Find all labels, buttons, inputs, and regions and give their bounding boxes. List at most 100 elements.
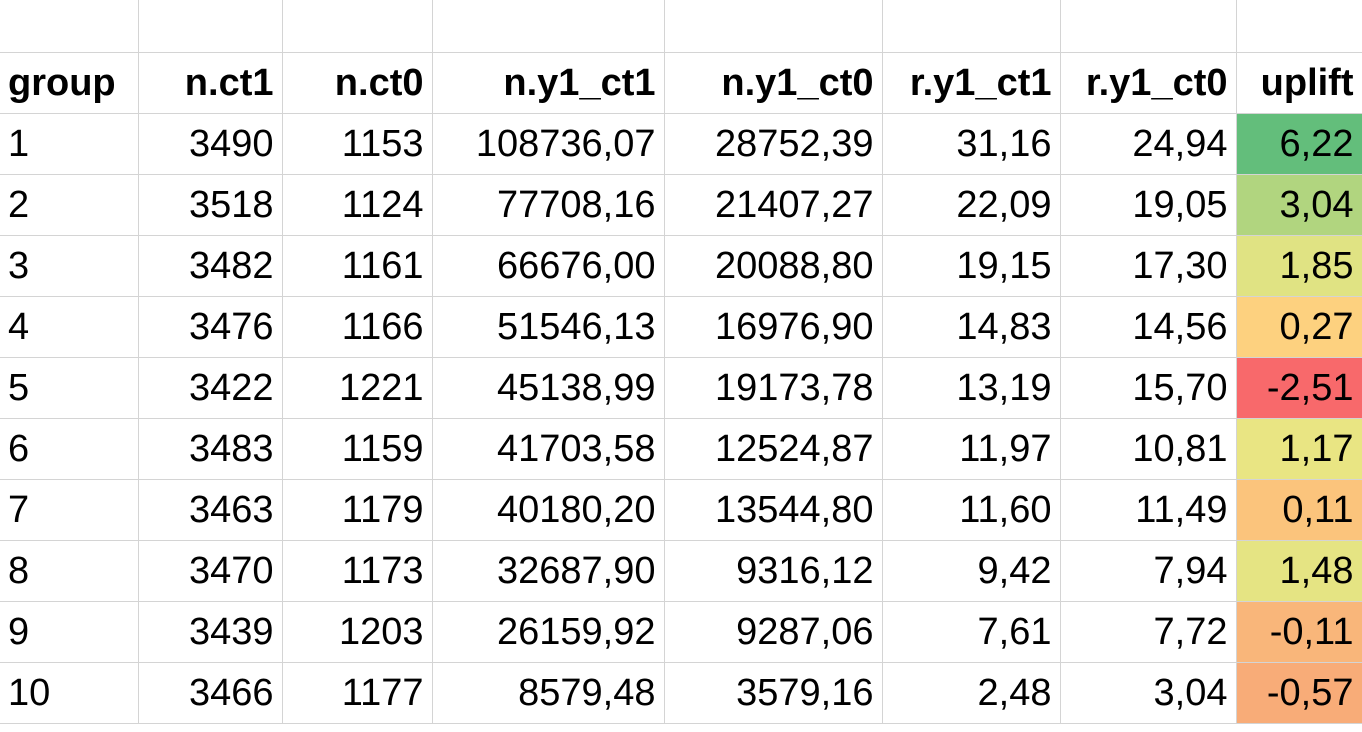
cell-n-ct0[interactable]: 1124 (282, 174, 433, 236)
cell-n-ct1[interactable]: 3518 (138, 174, 283, 236)
cell-n-ct1[interactable]: 3463 (138, 479, 283, 541)
cell-n-y1-ct0[interactable]: 19173,78 (664, 357, 883, 419)
cell[interactable] (138, 0, 283, 53)
cell-r-y1-ct1[interactable]: 19,15 (882, 235, 1061, 297)
cell-group[interactable]: 2 (0, 174, 139, 236)
header-cell-group[interactable]: group (0, 52, 139, 114)
cell-group[interactable]: 10 (0, 662, 139, 724)
cell-uplift[interactable]: 1,17 (1236, 418, 1362, 480)
cell-r-y1-ct0[interactable]: 24,94 (1060, 113, 1237, 175)
cell-n-y1-ct1[interactable]: 51546,13 (432, 296, 665, 358)
cell-n-ct0[interactable]: 1173 (282, 540, 433, 602)
cell-r-y1-ct1[interactable]: 9,42 (882, 540, 1061, 602)
cell-group[interactable]: 1 (0, 113, 139, 175)
cell-n-y1-ct0[interactable]: 13544,80 (664, 479, 883, 541)
cell-r-y1-ct1[interactable]: 11,60 (882, 479, 1061, 541)
cell-n-y1-ct0[interactable]: 20088,80 (664, 235, 883, 297)
cell-uplift[interactable]: -0,11 (1236, 601, 1362, 663)
cell-r-y1-ct0[interactable]: 19,05 (1060, 174, 1237, 236)
cell[interactable] (664, 0, 883, 53)
cell-n-ct1[interactable]: 3490 (138, 113, 283, 175)
cell-n-ct1[interactable]: 3476 (138, 296, 283, 358)
cell-r-y1-ct0[interactable]: 14,56 (1060, 296, 1237, 358)
cell[interactable] (1236, 0, 1362, 53)
cell-n-ct0[interactable]: 1153 (282, 113, 433, 175)
cell-group[interactable]: 9 (0, 601, 139, 663)
cell-n-y1-ct1[interactable]: 77708,16 (432, 174, 665, 236)
cell-n-y1-ct0[interactable]: 12524,87 (664, 418, 883, 480)
cell-n-y1-ct0[interactable]: 3579,16 (664, 662, 883, 724)
header-cell-r-y1-ct1[interactable]: r.y1_ct1 (882, 52, 1061, 114)
cell-n-ct0[interactable]: 1203 (282, 601, 433, 663)
cell-n-y1-ct1[interactable]: 41703,58 (432, 418, 665, 480)
cell-n-ct0[interactable]: 1221 (282, 357, 433, 419)
cell-r-y1-ct1[interactable]: 7,61 (882, 601, 1061, 663)
cell-uplift[interactable]: -2,51 (1236, 357, 1362, 419)
cell-n-y1-ct0[interactable]: 28752,39 (664, 113, 883, 175)
table-row: 10 3466 1177 8579,48 3579,16 2,48 3,04 -0,57 (0, 662, 1362, 724)
cell-uplift[interactable]: 1,85 (1236, 235, 1362, 297)
header-cell-n-y1-ct1[interactable]: n.y1_ct1 (432, 52, 665, 114)
cell-n-y1-ct1[interactable]: 45138,99 (432, 357, 665, 419)
cell-r-y1-ct1[interactable]: 31,16 (882, 113, 1061, 175)
cell-group[interactable]: 8 (0, 540, 139, 602)
cell-group[interactable]: 4 (0, 296, 139, 358)
cell-r-y1-ct1[interactable]: 13,19 (882, 357, 1061, 419)
cell-n-ct1[interactable]: 3466 (138, 662, 283, 724)
cell-uplift[interactable]: 3,04 (1236, 174, 1362, 236)
cell-uplift[interactable]: 6,22 (1236, 113, 1362, 175)
cell-r-y1-ct1[interactable]: 14,83 (882, 296, 1061, 358)
cell-n-y1-ct0[interactable]: 21407,27 (664, 174, 883, 236)
cell-n-y1-ct1[interactable]: 8579,48 (432, 662, 665, 724)
table-row: 6 3483 1159 41703,58 12524,87 11,97 10,81 1,17 (0, 418, 1362, 480)
cell-n-y1-ct0[interactable]: 9287,06 (664, 601, 883, 663)
cell-n-y1-ct0[interactable]: 9316,12 (664, 540, 883, 602)
header-cell-uplift[interactable]: uplift (1236, 52, 1362, 114)
cell-n-y1-ct1[interactable]: 40180,20 (432, 479, 665, 541)
cell-r-y1-ct1[interactable]: 22,09 (882, 174, 1061, 236)
cell-n-y1-ct0[interactable]: 16976,90 (664, 296, 883, 358)
cell-n-y1-ct1[interactable]: 66676,00 (432, 235, 665, 297)
cell-n-ct0[interactable]: 1161 (282, 235, 433, 297)
cell-n-ct1[interactable]: 3482 (138, 235, 283, 297)
cell-n-y1-ct1[interactable]: 32687,90 (432, 540, 665, 602)
cell-group[interactable]: 5 (0, 357, 139, 419)
cell-n-ct1[interactable]: 3422 (138, 357, 283, 419)
cell-n-y1-ct1[interactable]: 26159,92 (432, 601, 665, 663)
header-cell-n-ct0[interactable]: n.ct0 (282, 52, 433, 114)
cell-n-ct1[interactable]: 3439 (138, 601, 283, 663)
cell-uplift[interactable]: 0,11 (1236, 479, 1362, 541)
cell-r-y1-ct0[interactable]: 10,81 (1060, 418, 1237, 480)
header-cell-n-y1-ct0[interactable]: n.y1_ct0 (664, 52, 883, 114)
cell-group[interactable]: 7 (0, 479, 139, 541)
header-cell-n-ct1[interactable]: n.ct1 (138, 52, 283, 114)
cell[interactable] (282, 0, 433, 53)
cell[interactable] (0, 0, 139, 53)
cell-uplift[interactable]: 1,48 (1236, 540, 1362, 602)
cell-uplift[interactable]: -0,57 (1236, 662, 1362, 724)
cell-r-y1-ct0[interactable]: 7,94 (1060, 540, 1237, 602)
cell[interactable] (1060, 0, 1237, 53)
cell-n-ct1[interactable]: 3483 (138, 418, 283, 480)
table-row: 4 3476 1166 51546,13 16976,90 14,83 14,56 0,27 (0, 296, 1362, 358)
table-row: 9 3439 1203 26159,92 9287,06 7,61 7,72 -0,11 (0, 601, 1362, 663)
cell-group[interactable]: 3 (0, 235, 139, 297)
cell-n-ct0[interactable]: 1159 (282, 418, 433, 480)
cell-n-ct0[interactable]: 1179 (282, 479, 433, 541)
cell-n-ct0[interactable]: 1166 (282, 296, 433, 358)
cell-group[interactable]: 6 (0, 418, 139, 480)
cell-r-y1-ct0[interactable]: 11,49 (1060, 479, 1237, 541)
cell-uplift[interactable]: 0,27 (1236, 296, 1362, 358)
cell-n-ct0[interactable]: 1177 (282, 662, 433, 724)
header-cell-r-y1-ct0[interactable]: r.y1_ct0 (1060, 52, 1237, 114)
cell-n-y1-ct1[interactable]: 108736,07 (432, 113, 665, 175)
cell-r-y1-ct0[interactable]: 7,72 (1060, 601, 1237, 663)
cell[interactable] (882, 0, 1061, 53)
cell-r-y1-ct0[interactable]: 3,04 (1060, 662, 1237, 724)
cell-r-y1-ct0[interactable]: 15,70 (1060, 357, 1237, 419)
cell-r-y1-ct1[interactable]: 11,97 (882, 418, 1061, 480)
cell-r-y1-ct1[interactable]: 2,48 (882, 662, 1061, 724)
cell-r-y1-ct0[interactable]: 17,30 (1060, 235, 1237, 297)
cell[interactable] (432, 0, 665, 53)
cell-n-ct1[interactable]: 3470 (138, 540, 283, 602)
